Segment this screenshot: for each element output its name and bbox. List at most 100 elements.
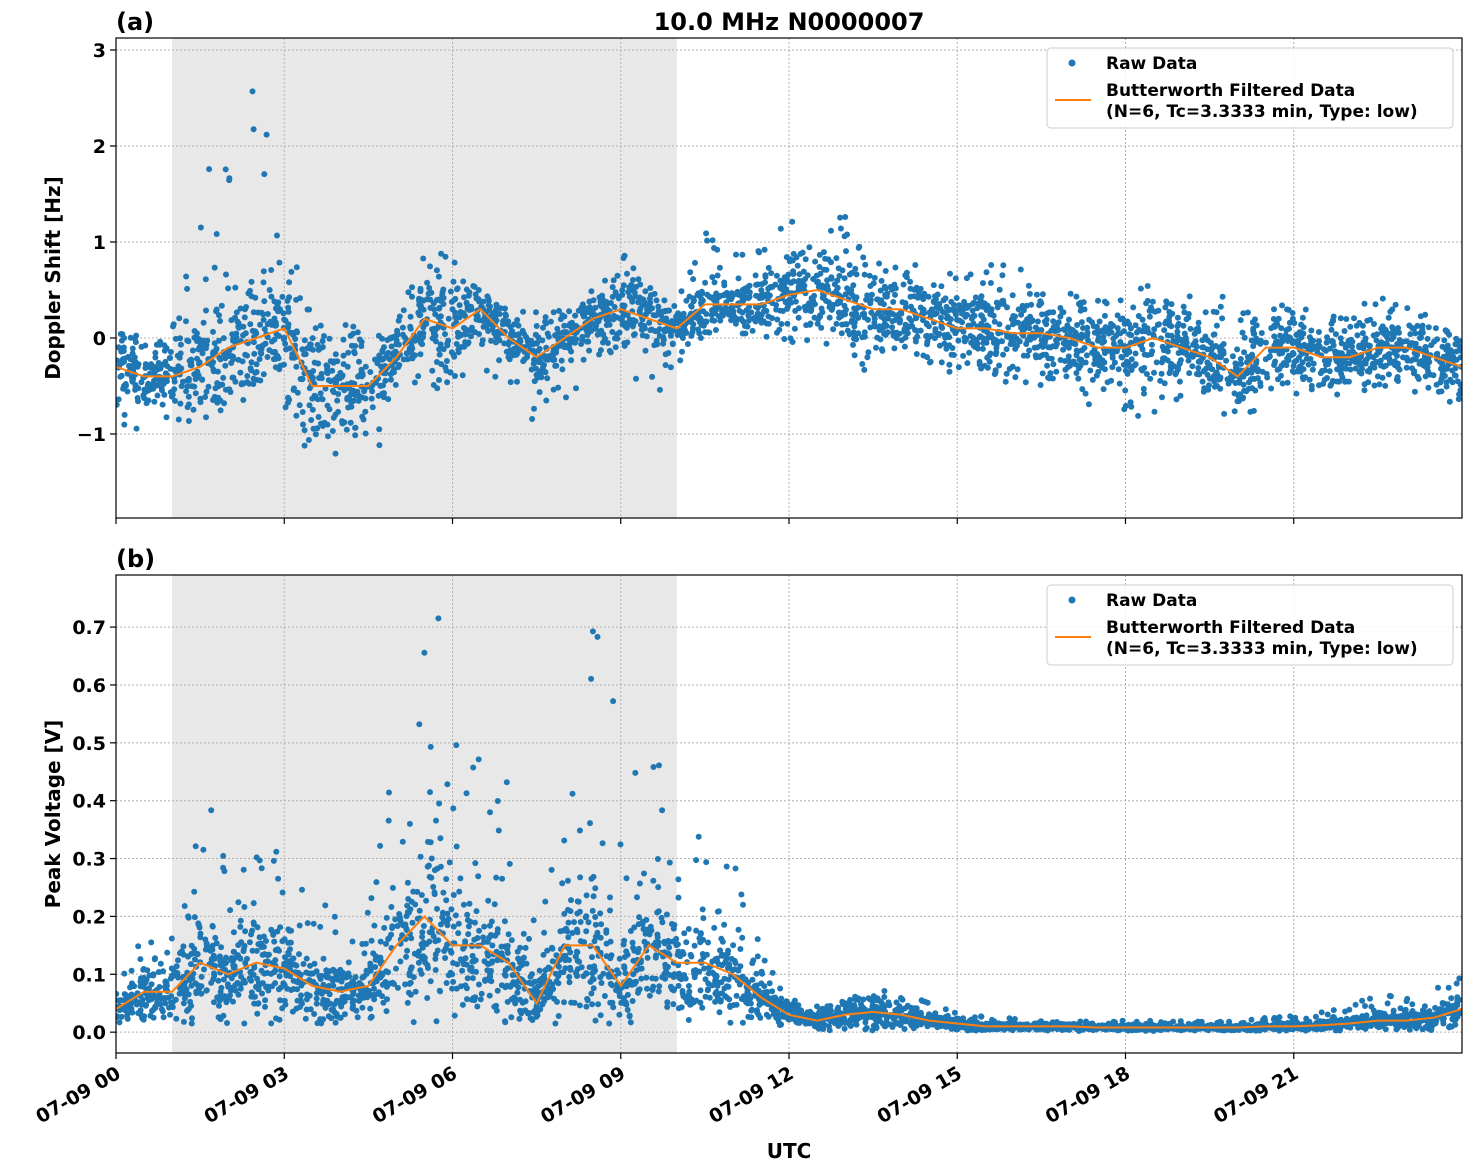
raw-point [851, 352, 858, 359]
raw-point [275, 986, 282, 993]
raw-point [1236, 378, 1243, 385]
raw-point [431, 891, 438, 898]
raw-point [321, 333, 327, 339]
raw-point [679, 332, 686, 339]
raw-point [711, 279, 718, 286]
raw-point [1209, 344, 1216, 351]
raw-point [1000, 351, 1007, 358]
raw-point [309, 374, 316, 381]
raw-point [610, 698, 617, 705]
raw-point [773, 272, 780, 279]
raw-point [588, 288, 595, 295]
raw-point [703, 859, 710, 866]
raw-point [986, 352, 993, 359]
raw-point [550, 986, 557, 992]
raw-point [534, 374, 541, 381]
raw-point [868, 291, 875, 298]
raw-point [185, 418, 192, 424]
raw-point [1072, 361, 1079, 368]
raw-point [181, 982, 188, 989]
raw-point [359, 1004, 366, 1011]
raw-point [1354, 332, 1361, 339]
raw-point [903, 274, 910, 281]
raw-point [1184, 351, 1191, 358]
raw-point [248, 359, 255, 366]
raw-point [310, 425, 317, 432]
raw-point [656, 386, 663, 393]
raw-point [1383, 341, 1390, 347]
raw-point [1128, 356, 1135, 363]
raw-point [624, 312, 631, 319]
raw-point [901, 343, 908, 350]
raw-point [1356, 361, 1363, 368]
raw-point [1144, 297, 1151, 304]
raw-point [671, 971, 678, 978]
raw-point [638, 975, 645, 982]
raw-point [323, 971, 330, 978]
raw-point [350, 989, 357, 996]
raw-point [633, 375, 639, 382]
raw-point [250, 339, 257, 346]
raw-point [713, 973, 720, 980]
raw-point [208, 959, 215, 966]
raw-point [1396, 329, 1402, 336]
raw-point [1161, 327, 1168, 334]
raw-point [683, 939, 690, 946]
raw-point [936, 330, 943, 337]
raw-point [900, 281, 907, 288]
raw-point [817, 270, 824, 277]
raw-point [447, 369, 454, 376]
raw-point [712, 956, 719, 963]
raw-point [342, 322, 349, 328]
raw-point [1296, 329, 1303, 336]
raw-point [172, 335, 179, 342]
raw-point [548, 944, 555, 951]
raw-point [1438, 375, 1445, 382]
raw-point [177, 950, 183, 957]
raw-point [198, 990, 205, 997]
raw-point [1408, 340, 1415, 347]
raw-point [1425, 324, 1432, 331]
raw-point [250, 381, 257, 387]
raw-point [629, 998, 636, 1004]
raw-point [742, 285, 749, 292]
raw-point [624, 991, 631, 998]
raw-point [652, 975, 659, 982]
raw-point [203, 987, 210, 994]
raw-point [547, 318, 554, 325]
raw-point [430, 933, 437, 940]
raw-point [423, 320, 430, 327]
raw-point [566, 337, 573, 344]
raw-point [970, 334, 976, 341]
raw-point [141, 395, 148, 402]
raw-point [229, 331, 236, 338]
raw-point [305, 437, 312, 443]
raw-point [259, 990, 265, 997]
raw-point [160, 1014, 167, 1021]
raw-point [180, 943, 187, 950]
raw-point [268, 293, 275, 300]
raw-point [220, 995, 227, 1002]
raw-point [1443, 346, 1450, 353]
raw-point [458, 344, 465, 350]
raw-point [296, 951, 302, 958]
raw-point [995, 338, 1002, 345]
raw-point [384, 996, 390, 1003]
raw-point [255, 344, 262, 351]
raw-point [399, 324, 406, 331]
raw-point [450, 978, 457, 985]
raw-point [286, 279, 293, 286]
raw-point [866, 272, 873, 279]
raw-point [566, 973, 573, 980]
raw-point [662, 351, 669, 358]
raw-point [1455, 396, 1462, 403]
raw-point [151, 368, 158, 375]
raw-point [956, 302, 963, 309]
raw-point [388, 343, 395, 350]
raw-point [494, 926, 501, 933]
raw-point [132, 386, 139, 393]
legend-box [1046, 47, 1454, 129]
raw-point [329, 367, 336, 374]
raw-point [443, 897, 450, 904]
